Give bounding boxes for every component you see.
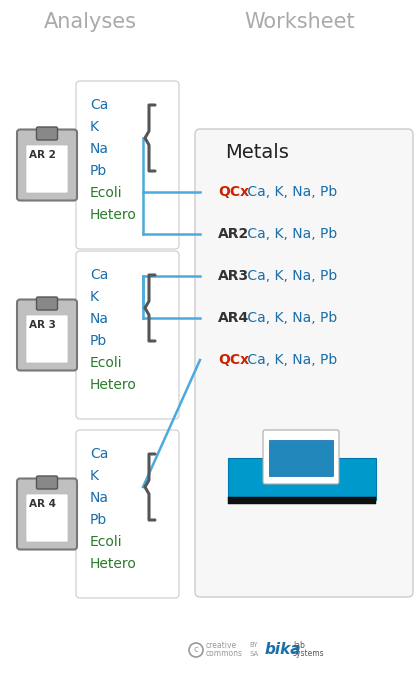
Text: K: K <box>90 290 99 304</box>
Text: Worksheet: Worksheet <box>245 12 355 32</box>
Text: Pb: Pb <box>90 334 107 348</box>
FancyBboxPatch shape <box>26 494 68 542</box>
Text: Ca: Ca <box>90 447 108 461</box>
FancyBboxPatch shape <box>76 430 179 598</box>
Text: Analyses: Analyses <box>44 12 136 32</box>
Text: AR 3: AR 3 <box>29 320 56 330</box>
Text: Ca: Ca <box>90 268 108 282</box>
Text: AR 2: AR 2 <box>29 150 56 160</box>
Text: Ca, K, Na, Pb: Ca, K, Na, Pb <box>244 311 338 325</box>
Text: Ecoli: Ecoli <box>90 535 123 549</box>
Text: AR3: AR3 <box>218 269 249 283</box>
Text: bika: bika <box>265 643 302 657</box>
Text: creative: creative <box>206 640 237 650</box>
FancyBboxPatch shape <box>17 479 77 550</box>
FancyBboxPatch shape <box>228 497 376 504</box>
FancyBboxPatch shape <box>17 130 77 200</box>
Text: AR4: AR4 <box>218 311 249 325</box>
Text: commons: commons <box>206 650 243 659</box>
Text: Pb: Pb <box>90 513 107 527</box>
Text: Na: Na <box>90 491 109 505</box>
Text: Ca, K, Na, Pb: Ca, K, Na, Pb <box>244 227 338 241</box>
Text: lab: lab <box>293 640 305 650</box>
Text: QCx: QCx <box>218 353 249 367</box>
Text: Ca: Ca <box>90 98 108 112</box>
Text: K: K <box>90 120 99 134</box>
Text: Ca, K, Na, Pb: Ca, K, Na, Pb <box>244 353 338 367</box>
Text: Na: Na <box>90 142 109 156</box>
Text: SA: SA <box>249 651 258 657</box>
Text: Ca, K, Na, Pb: Ca, K, Na, Pb <box>244 185 338 199</box>
FancyBboxPatch shape <box>17 300 77 370</box>
FancyBboxPatch shape <box>76 81 179 249</box>
FancyBboxPatch shape <box>263 430 339 484</box>
FancyBboxPatch shape <box>26 145 68 193</box>
Text: Ecoli: Ecoli <box>90 186 123 200</box>
Text: AR2: AR2 <box>218 227 249 241</box>
Text: systems: systems <box>293 650 325 659</box>
Text: Ecoli: Ecoli <box>90 356 123 370</box>
Text: c: c <box>194 645 198 654</box>
Text: Metals: Metals <box>225 143 289 162</box>
FancyBboxPatch shape <box>26 315 68 363</box>
Text: Hetero: Hetero <box>90 557 137 571</box>
Text: Pb: Pb <box>90 164 107 178</box>
Text: AR 4: AR 4 <box>29 499 56 509</box>
Text: Hetero: Hetero <box>90 378 137 392</box>
Text: Hetero: Hetero <box>90 208 137 222</box>
FancyBboxPatch shape <box>76 251 179 419</box>
FancyBboxPatch shape <box>228 458 376 500</box>
FancyBboxPatch shape <box>37 297 58 310</box>
Text: Na: Na <box>90 312 109 326</box>
Text: K: K <box>90 469 99 483</box>
Text: Ca, K, Na, Pb: Ca, K, Na, Pb <box>244 269 338 283</box>
FancyBboxPatch shape <box>195 129 413 597</box>
FancyBboxPatch shape <box>37 127 58 140</box>
Text: BY: BY <box>249 642 257 648</box>
FancyBboxPatch shape <box>37 476 58 489</box>
Text: QCx: QCx <box>218 185 249 199</box>
FancyBboxPatch shape <box>269 440 333 476</box>
